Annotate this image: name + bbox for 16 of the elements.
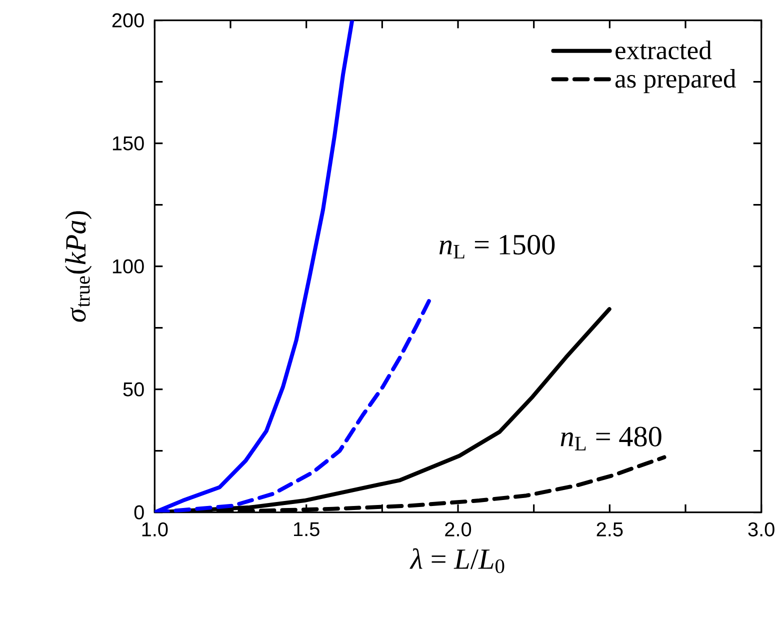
legend-label: as prepared (615, 69, 736, 94)
y-axis-title: σ$_{true}$(kPa) (65, 211, 92, 322)
x-tick-label: 1.5 (294, 522, 320, 536)
y-tick-label: 100 (112, 259, 144, 274)
x-tick-label: 1.0 (142, 522, 168, 536)
x-tick-label: 2.5 (596, 522, 623, 536)
annotation: n$_{L}$ = 1500 (439, 234, 555, 258)
y-tick-label: 150 (112, 136, 144, 150)
y-tick-label: 0 (134, 505, 144, 520)
y-tick-label: 200 (112, 13, 144, 28)
annotation: n$_{L}$ = 480 (560, 426, 662, 450)
y-tick-label: 50 (123, 382, 144, 396)
x-axis-title: λ = L/L$_{0}$ (410, 548, 504, 574)
x-tick-label: 2.0 (445, 522, 472, 536)
x-tick-label: 3.0 (748, 522, 774, 536)
legend-label: extracted (616, 40, 712, 60)
